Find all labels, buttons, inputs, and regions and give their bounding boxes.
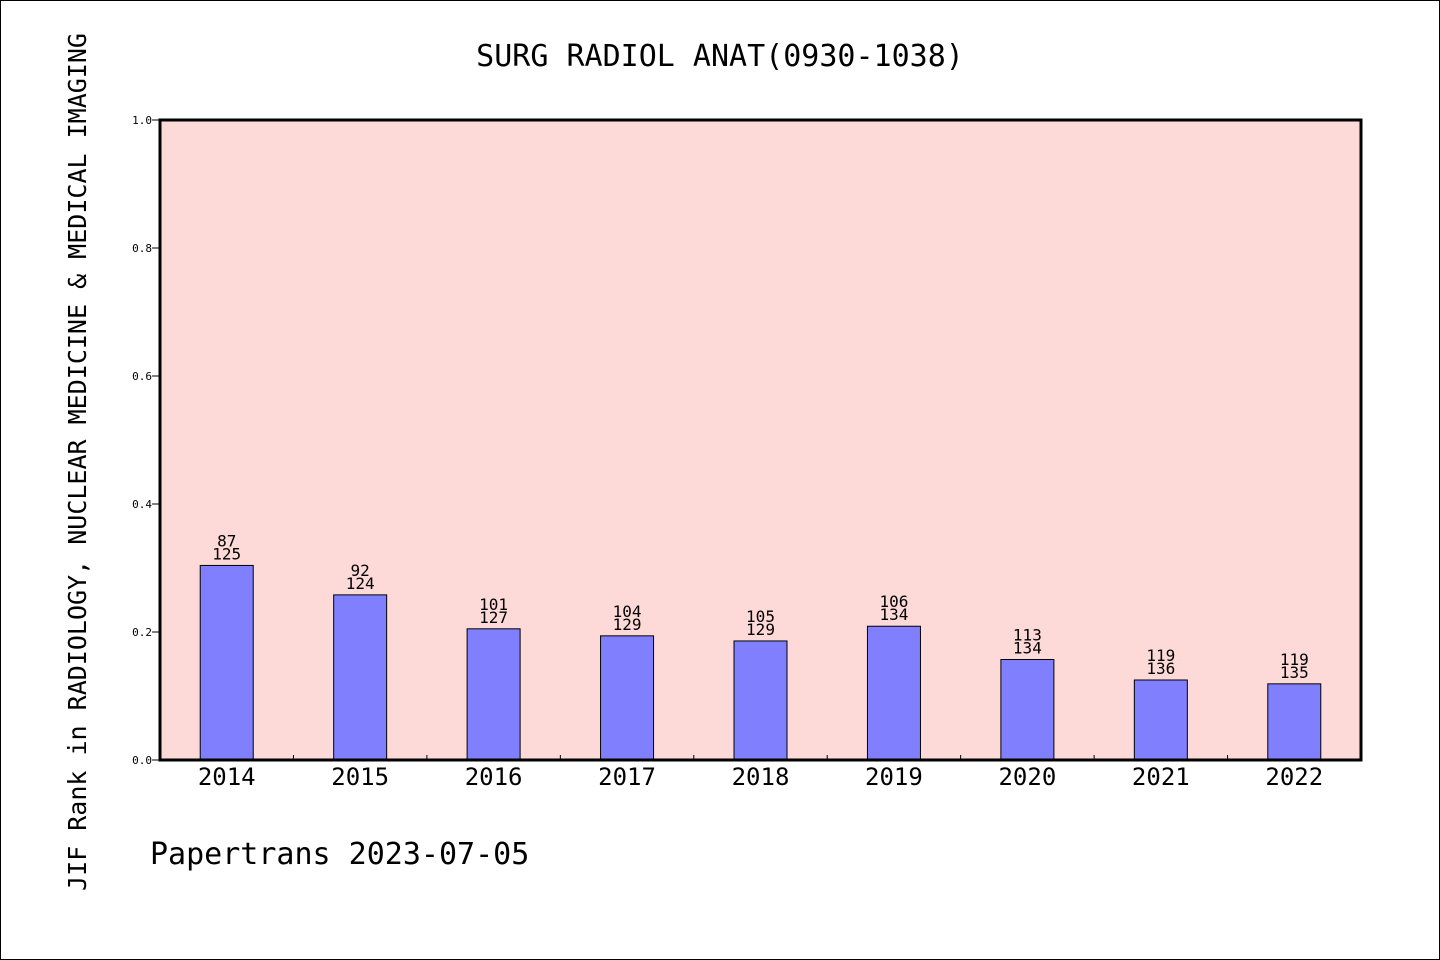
footer-credit: Papertrans 2023-07-05 <box>150 837 529 872</box>
y-tick-label: 0.6 <box>132 370 152 383</box>
plot-border <box>158 118 1363 762</box>
y-axis: 0.0 0.2 0.4 0.6 0.8 1.0 <box>132 114 160 767</box>
total-label: 124 <box>346 574 375 593</box>
rank-label: 119 <box>1280 650 1309 669</box>
total-label: 129 <box>746 620 775 639</box>
bar-2022 <box>1267 683 1322 761</box>
x-tick-label: 2016 <box>465 763 523 791</box>
bar-2021 <box>1133 679 1188 761</box>
x-tick-label: 2020 <box>998 763 1056 791</box>
y-tick-label: 0.8 <box>132 242 152 255</box>
total-label: 129 <box>613 615 642 634</box>
x-tick-label: 2021 <box>1132 763 1190 791</box>
total-label: 125 <box>212 544 241 563</box>
bar-2018 <box>733 640 788 761</box>
total-label: 136 <box>1146 659 1175 678</box>
bar-2017 <box>600 635 655 761</box>
rank-label: 119 <box>1146 646 1175 665</box>
chart-title: SURG RADIOL ANAT(0930-1038) <box>476 39 964 74</box>
bar-2015 <box>333 594 388 761</box>
total-label: 134 <box>879 605 908 624</box>
rank-label: 87 <box>217 531 236 550</box>
bars <box>199 564 1322 761</box>
rank-label: 104 <box>613 602 642 621</box>
total-label: 135 <box>1280 663 1309 682</box>
total-label: 134 <box>1013 639 1042 658</box>
rank-label: 101 <box>479 595 508 614</box>
y-axis-label: JIF Rank in RADIOLOGY, NUCLEAR MEDICINE … <box>63 33 92 891</box>
x-tick-label: 2019 <box>865 763 923 791</box>
x-tick-label: 2018 <box>732 763 790 791</box>
y-tick-label: 1.0 <box>132 114 152 127</box>
total-label: 127 <box>479 608 508 627</box>
y-tick-label: 0.4 <box>132 498 152 511</box>
rank-label: 106 <box>879 592 908 611</box>
x-axis: 2014 2015 2016 2017 2018 2019 2020 2021 2022 <box>198 755 1323 791</box>
y-tick-label: 0.2 <box>132 626 152 639</box>
bar-2019 <box>866 625 921 761</box>
rank-label: 92 <box>351 561 370 580</box>
x-tick-label: 2015 <box>331 763 389 791</box>
bar-2016 <box>466 628 521 761</box>
x-tick-label: 2017 <box>598 763 656 791</box>
rank-label: 113 <box>1013 626 1042 645</box>
rank-label: 105 <box>746 607 775 626</box>
x-tick-label: 2022 <box>1265 763 1323 791</box>
bar-2014 <box>199 564 254 761</box>
bar-2020 <box>1000 659 1055 761</box>
x-tick-label: 2014 <box>198 763 256 791</box>
y-tick-label: 0.0 <box>132 754 152 767</box>
